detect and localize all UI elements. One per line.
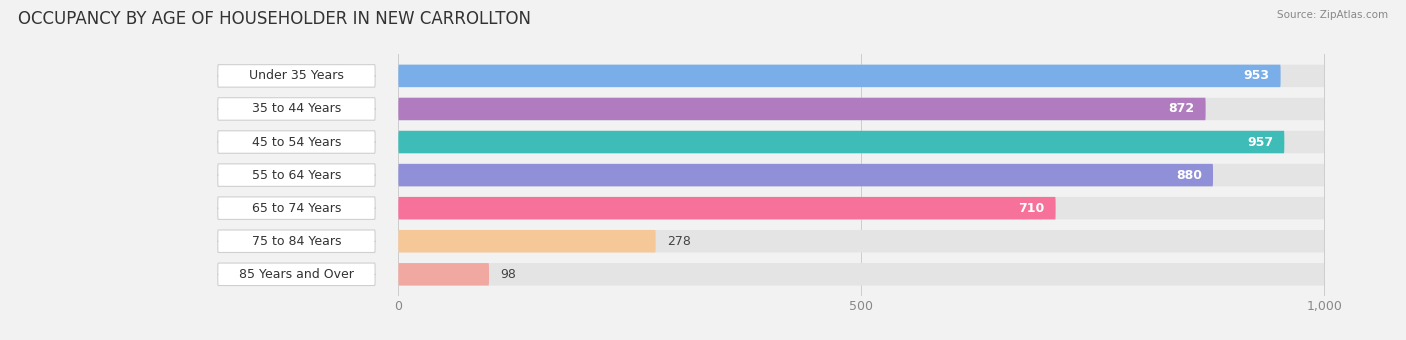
FancyBboxPatch shape	[398, 131, 1284, 153]
FancyBboxPatch shape	[398, 98, 1205, 120]
FancyBboxPatch shape	[398, 164, 1324, 186]
FancyBboxPatch shape	[398, 131, 1324, 153]
FancyBboxPatch shape	[218, 98, 375, 120]
FancyBboxPatch shape	[218, 131, 375, 153]
FancyBboxPatch shape	[398, 263, 489, 286]
Text: 872: 872	[1168, 102, 1195, 116]
Text: 957: 957	[1247, 136, 1274, 149]
FancyBboxPatch shape	[398, 197, 1324, 219]
Text: 55 to 64 Years: 55 to 64 Years	[252, 169, 342, 182]
Text: 75 to 84 Years: 75 to 84 Years	[252, 235, 342, 248]
FancyBboxPatch shape	[218, 164, 375, 186]
FancyBboxPatch shape	[398, 230, 655, 253]
Text: 710: 710	[1018, 202, 1045, 215]
FancyBboxPatch shape	[398, 65, 1324, 87]
FancyBboxPatch shape	[218, 263, 375, 286]
FancyBboxPatch shape	[218, 197, 375, 219]
FancyBboxPatch shape	[398, 263, 1324, 286]
FancyBboxPatch shape	[218, 65, 375, 87]
Text: 35 to 44 Years: 35 to 44 Years	[252, 102, 342, 116]
Text: OCCUPANCY BY AGE OF HOUSEHOLDER IN NEW CARROLLTON: OCCUPANCY BY AGE OF HOUSEHOLDER IN NEW C…	[18, 10, 531, 28]
Text: 85 Years and Over: 85 Years and Over	[239, 268, 354, 281]
Text: Under 35 Years: Under 35 Years	[249, 69, 344, 82]
Text: 98: 98	[501, 268, 516, 281]
FancyBboxPatch shape	[398, 197, 1056, 219]
Text: 880: 880	[1175, 169, 1202, 182]
Text: 65 to 74 Years: 65 to 74 Years	[252, 202, 342, 215]
FancyBboxPatch shape	[398, 65, 1281, 87]
FancyBboxPatch shape	[398, 230, 1324, 253]
FancyBboxPatch shape	[398, 98, 1324, 120]
Text: 278: 278	[666, 235, 690, 248]
Text: 953: 953	[1243, 69, 1270, 82]
Text: Source: ZipAtlas.com: Source: ZipAtlas.com	[1277, 10, 1388, 20]
Text: 45 to 54 Years: 45 to 54 Years	[252, 136, 342, 149]
FancyBboxPatch shape	[398, 164, 1213, 186]
FancyBboxPatch shape	[218, 230, 375, 253]
